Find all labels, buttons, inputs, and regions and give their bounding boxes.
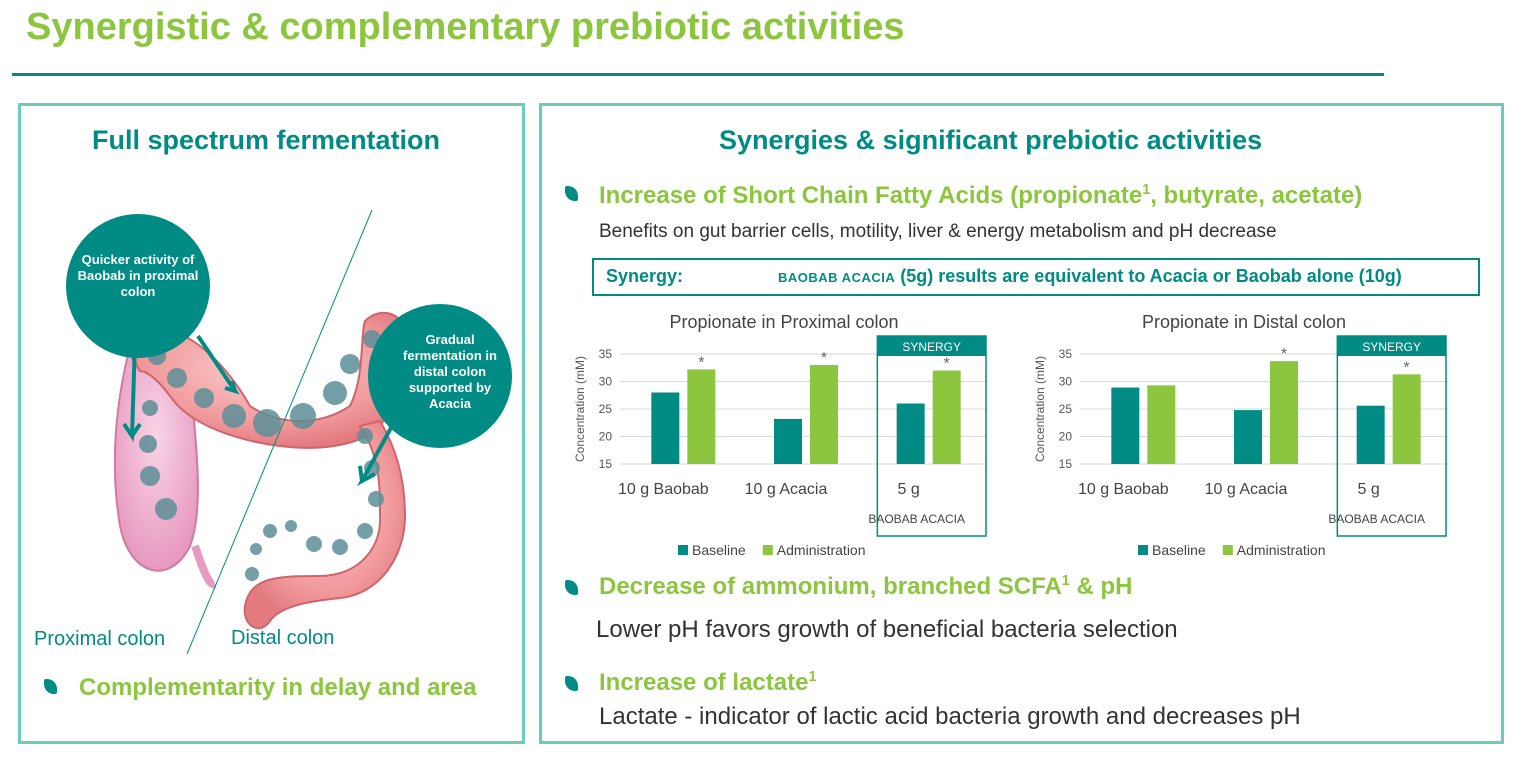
y-tick-label: 15 [599,457,613,471]
legend-label-baseline: Baseline [1152,542,1206,558]
bar-administration-2 [932,370,961,464]
significance-marker: * [1281,346,1287,363]
bullet-icon [565,186,578,201]
significance-marker: * [821,350,827,367]
synergy-header [1337,336,1446,356]
x-tick-label: 10 g Acacia [1205,481,1288,498]
y-axis-label: Concentration (mM) [1033,356,1047,462]
x-tick-sublabel: BAOBAB ACACIA [1328,512,1425,526]
synergy-box: Synergy: BAOBAB ACACIA (5g) results are … [592,258,1480,296]
significance-marker: * [944,356,950,373]
bar-administration-1 [1270,361,1298,464]
y-tick-label: 35 [1059,347,1073,361]
appendix-shape [191,544,217,589]
x-tick-label: 10 g Acacia [745,481,828,498]
legend-swatch-baseline [1138,545,1148,555]
significance-marker: * [698,354,704,371]
bar-baseline-0 [1111,387,1140,464]
proximal-colon-label: Proximal colon [34,628,166,650]
x-tick-label: 10 g Baobab [618,481,709,498]
synergy-header-label: SYNERGY [1362,340,1421,354]
point2-text: Lower pH favors growth of beneficial bac… [596,616,1178,643]
x-tick-sublabel: BAOBAB ACACIA [868,512,965,526]
callout-bubble-left [66,214,210,358]
chart-proximal: Propionate in Proximal colon Concentratio… [573,312,988,558]
chart-title: Propionate in Proximal colon [669,312,898,332]
right-panel-heading: Synergies & significant prebiotic activi… [719,125,1263,155]
legend-swatch-administration [762,545,773,555]
synergy-text: BAOBAB ACACIA (5g) results are equivalen… [778,266,1402,286]
y-tick-label: 25 [1059,402,1073,416]
significance-marker: * [1404,359,1410,376]
point1-title: Increase of Short Chain Fatty Acids (pro… [599,182,1363,209]
left-panel-heading: Full spectrum fermentation [92,125,441,155]
arrow-left [122,340,142,443]
left-bullet-text: Complementarity in delay and area [79,674,477,701]
bullet-icon [565,580,578,595]
bar-baseline-1 [774,418,802,464]
y-tick-label: 35 [599,347,613,361]
arrow-right [357,425,394,486]
bar-administration-1 [810,365,838,464]
separator-line [186,209,373,655]
bar-baseline-2 [896,403,925,464]
bullet-icon [565,676,578,691]
x-tick-label: 5 g [1358,481,1380,498]
bullet-icon [44,679,57,694]
distal-colon-label: Distal colon [231,627,335,649]
legend-swatch-administration [1222,545,1233,555]
colon-illustration [66,209,512,655]
point1-text: Benefits on gut barrier cells, motility,… [599,221,1277,242]
bar-administration-0 [687,369,716,464]
y-tick-label: 25 [599,402,613,416]
synergy-header-label: SYNERGY [902,340,961,354]
y-axis-label: Concentration (mM) [573,356,587,462]
bar-administration-2 [1392,374,1421,464]
page-title: Synergistic & complementary prebiotic ac… [26,6,905,48]
synergy-header [877,336,986,356]
legend-label-administration: Administration [777,542,866,558]
y-tick-label: 20 [1059,430,1073,444]
point2-title: Decrease of ammonium, branched SCFA1 & p… [599,573,1133,600]
descending-colon-shape [243,419,407,630]
callout-bubble-right [368,304,512,448]
chart-title: Propionate in Distal colon [1142,312,1346,332]
x-tick-label: 10 g Baobab [1078,481,1169,498]
y-tick-label: 30 [1059,375,1073,389]
y-tick-label: 15 [1059,457,1073,471]
point3-title: Increase of lactate1 [599,669,817,696]
legend-label-administration: Administration [1237,542,1326,558]
callout-right-text: Gradual fermentation in distal colon sup… [403,332,497,411]
point3-text: Lactate - indicator of lactic acid bacte… [599,703,1301,730]
legend-label-baseline: Baseline [692,542,746,558]
callout-left-text: Quicker activity of Baobab in proximal c… [77,252,199,299]
y-tick-label: 20 [599,430,613,444]
bar-baseline-2 [1356,405,1385,464]
bar-administration-0 [1147,385,1176,464]
x-tick-label: 5 g [898,481,920,498]
bar-baseline-1 [1234,410,1262,464]
title-divider [12,73,1384,76]
synergy-label: Synergy: [606,266,684,286]
chart-distal: Propionate in Distal colon Concentration … [1033,312,1448,558]
legend-swatch-baseline [678,545,688,555]
bar-baseline-0 [651,392,680,464]
y-tick-label: 30 [599,375,613,389]
